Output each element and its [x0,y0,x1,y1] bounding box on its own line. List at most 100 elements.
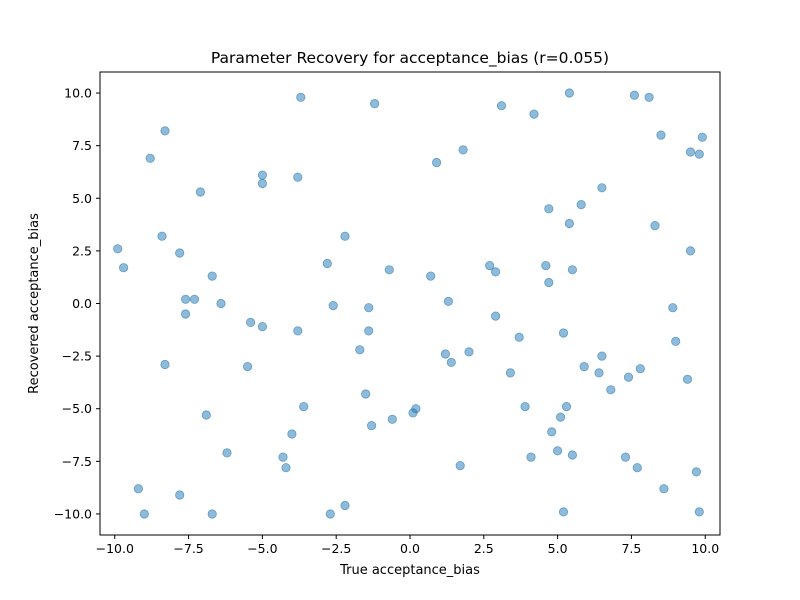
data-point [544,204,554,214]
data-point [207,509,217,519]
data-point [387,414,397,424]
data-point [133,484,143,494]
data-point [257,178,267,189]
data-point [113,244,123,254]
data-point [287,429,297,439]
data-point [620,452,631,462]
data-point [296,92,306,102]
data-point [181,294,191,304]
x-tick-label: 5.0 [548,541,568,556]
data-point [579,361,589,372]
data-point [656,130,666,140]
data-point [685,147,696,157]
data-point [455,460,465,471]
data-point [594,368,604,378]
data-point [366,420,377,431]
data-point [207,271,217,281]
x-axis-ticks: −10.0 −7.5 −5.0 −2.5 0.0 2.5 5.0 7.5 10.0 [96,535,719,556]
data-point [520,401,530,412]
data-point [426,271,436,281]
data-point [364,303,374,313]
data-point [697,132,707,142]
data-point [564,88,575,98]
data-point [668,303,678,313]
data-point [160,359,170,370]
data-point [364,326,374,336]
data-point [145,153,155,163]
y-tick-label: −7.5 [62,454,92,469]
x-tick-label: 0.0 [400,541,420,556]
data-point [561,401,572,412]
x-tick-label: 2.5 [474,541,494,556]
y-axis-ticks: −10.0 −7.5 −5.0 −2.5 0.0 2.5 5.0 7.5 10.0 [54,86,100,521]
data-point [650,221,660,231]
chart-title: Parameter Recovery for acceptance_bias (… [211,49,609,68]
data-point [293,326,303,336]
data-point [139,509,149,519]
data-point [567,265,578,275]
y-tick-label: −2.5 [62,349,92,364]
data-point [281,463,291,473]
y-axis-label: Recovered acceptance_bias [27,213,42,394]
data-point [299,401,309,412]
data-point [322,258,332,269]
data-point [175,490,185,500]
data-point [564,218,575,229]
data-point [597,351,607,361]
points-layer [113,88,707,519]
data-point [355,345,365,355]
data-point [458,145,468,155]
data-point [246,317,256,327]
data-point [547,427,557,437]
data-point [529,109,539,119]
data-point [411,404,421,414]
y-tick-label: 7.5 [72,138,92,153]
data-point [691,467,702,477]
data-point [558,507,569,517]
data-point [606,385,616,395]
data-point [632,463,642,473]
y-tick-label: 5.0 [72,191,92,206]
data-point [293,172,303,182]
data-point [369,99,380,109]
data-point [119,263,129,273]
data-point [361,389,371,399]
data-point [682,374,693,384]
data-point [440,349,450,359]
data-point [160,126,170,136]
data-point [558,328,569,338]
x-tick-label: 10.0 [691,541,719,556]
data-point [257,321,267,332]
data-point [181,309,191,319]
data-point [623,372,634,382]
x-tick-label: −2.5 [321,541,351,556]
data-point [222,448,232,458]
y-tick-label: −5.0 [62,401,92,416]
data-point [201,410,211,420]
data-point [485,260,495,271]
y-tick-label: −10.0 [54,506,92,521]
x-axis-label: True acceptance_bias [339,563,480,578]
data-point [576,200,586,210]
data-point [443,296,453,306]
data-point [464,347,474,357]
data-point [544,277,554,288]
data-point [157,231,167,241]
x-tick-label: 7.5 [621,541,641,556]
data-point [541,260,551,271]
x-tick-label: −7.5 [173,541,203,556]
data-point [555,412,566,422]
data-point [496,101,507,111]
data-point [340,500,350,511]
data-point [597,183,607,193]
data-point [659,484,669,494]
y-tick-label: 2.5 [72,243,92,258]
data-point [567,450,578,460]
data-point [257,170,267,180]
data-point [629,90,640,100]
x-tick-label: −5.0 [247,541,277,556]
data-point [490,311,501,321]
data-point [340,231,350,241]
data-point [175,248,185,258]
